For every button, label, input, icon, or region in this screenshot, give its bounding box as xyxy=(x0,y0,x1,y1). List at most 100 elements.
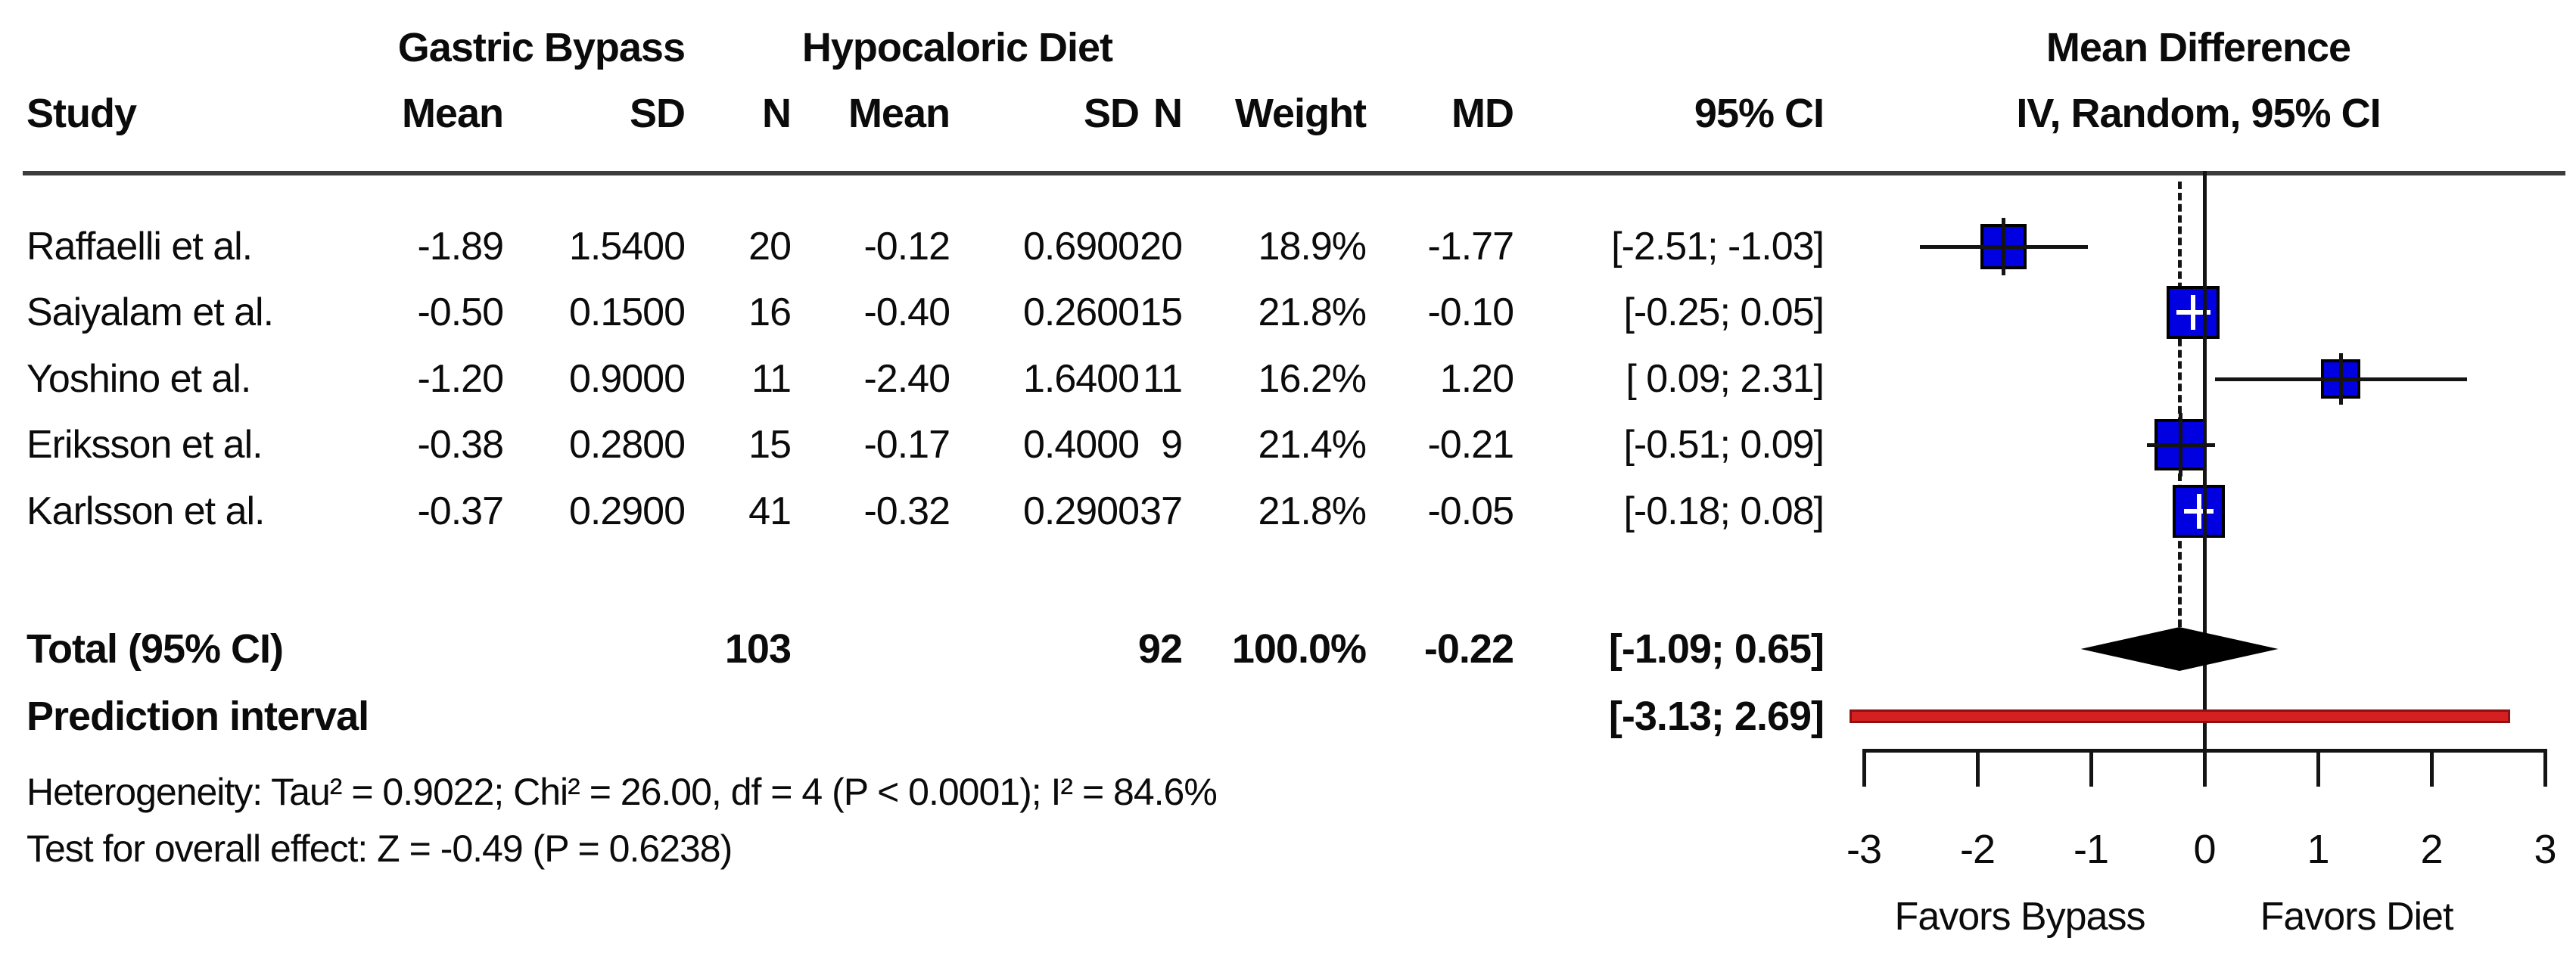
x-tick-label: 0 xyxy=(2193,827,2216,872)
pooled-diamond xyxy=(2080,627,2279,671)
x-tick-label: 2 xyxy=(2420,827,2443,872)
study-cell: -0.38 xyxy=(417,423,504,467)
x-axis-tick xyxy=(2316,749,2320,787)
study-cell: 41 xyxy=(748,489,792,533)
study-cell: -0.50 xyxy=(417,290,504,334)
favors-right-label: Favors Diet xyxy=(2260,895,2454,939)
study-cell: -0.05 xyxy=(1427,489,1514,533)
md-cross-v xyxy=(2191,295,2195,330)
study-cell: 0.1500 xyxy=(568,290,686,334)
column-header-2: N xyxy=(762,91,792,136)
study-name: Saiyalam et al. xyxy=(26,290,274,334)
study-cell: 15 xyxy=(1140,290,1183,334)
study-cell: -1.20 xyxy=(417,357,504,401)
x-axis-tick xyxy=(2543,749,2547,787)
total-label: Total (95% CI) xyxy=(26,626,284,672)
effect-title: Mean Difference xyxy=(2046,25,2351,70)
study-cell: [-0.18; 0.08] xyxy=(1623,489,1825,533)
study-cell: [ 0.09; 2.31] xyxy=(1626,357,1825,401)
study-cell: 0.9000 xyxy=(568,357,686,401)
study-cell: -1.77 xyxy=(1427,225,1514,269)
study-cell: 21.4% xyxy=(1258,423,1367,467)
study-cell: 21.8% xyxy=(1258,489,1367,533)
column-header-3: Mean xyxy=(848,91,950,136)
x-tick-label: 3 xyxy=(2534,827,2556,872)
total-weight: 100.0% xyxy=(1231,626,1367,672)
study-name: Raffaelli et al. xyxy=(26,225,253,269)
md-tick xyxy=(2338,353,2343,405)
favors-left-label: Favors Bypass xyxy=(1894,895,2146,939)
study-cell: 0.2900 xyxy=(1022,489,1140,533)
prediction-ci: [-3.13; 2.69] xyxy=(1608,694,1825,739)
group-header-diet: Hypocaloric Diet xyxy=(801,25,1113,70)
study-cell: 0.2900 xyxy=(568,489,686,533)
column-header-study: Study xyxy=(26,91,137,136)
x-axis-tick xyxy=(2429,749,2434,787)
x-tick-label: 1 xyxy=(2307,827,2329,872)
study-name: Yoshino et al. xyxy=(26,357,251,401)
x-axis-tick xyxy=(2202,749,2207,787)
x-axis-tick xyxy=(1862,749,1866,787)
heterogeneity-note: Heterogeneity: Tau² = 0.9022; Chi² = 26.… xyxy=(26,771,1218,813)
study-cell: 16 xyxy=(748,290,792,334)
study-cell: 1.6400 xyxy=(1022,357,1140,401)
study-cell: 37 xyxy=(1140,489,1183,533)
effect-subtitle: IV, Random, 95% CI xyxy=(2016,91,2381,136)
x-tick-label: -1 xyxy=(2073,827,2109,872)
column-header-7: MD xyxy=(1451,91,1514,136)
study-cell: 15 xyxy=(748,423,792,467)
study-cell: 16.2% xyxy=(1258,357,1367,401)
md-cross-v xyxy=(2196,494,2201,529)
study-cell: 20 xyxy=(1140,225,1183,269)
total-md: -0.22 xyxy=(1423,626,1514,672)
study-cell: 1.20 xyxy=(1439,357,1514,401)
prediction-interval-bar xyxy=(1849,709,2510,723)
study-cell: -1.89 xyxy=(417,225,504,269)
total-n1: 103 xyxy=(724,626,792,672)
study-cell: 0.6900 xyxy=(1022,225,1140,269)
study-cell: 0.4000 xyxy=(1022,423,1140,467)
x-axis-tick xyxy=(2089,749,2093,787)
study-cell: 9 xyxy=(1161,423,1183,467)
prediction-label: Prediction interval xyxy=(26,694,369,739)
study-cell: [-0.25; 0.05] xyxy=(1623,290,1825,334)
overall-effect-note: Test for overall effect: Z = -0.49 (P = … xyxy=(26,827,733,870)
study-cell: 11 xyxy=(1143,357,1183,401)
column-header-0: Mean xyxy=(401,91,504,136)
study-cell: 1.5400 xyxy=(568,225,686,269)
study-cell: -0.37 xyxy=(417,489,504,533)
column-header-8: 95% CI xyxy=(1694,91,1825,136)
x-tick-label: -2 xyxy=(1959,827,1996,872)
study-cell: -0.40 xyxy=(863,290,950,334)
zero-line xyxy=(2202,171,2207,787)
study-cell: -0.10 xyxy=(1427,290,1514,334)
study-cell: -0.32 xyxy=(863,489,950,533)
pooled-dashed-line xyxy=(2177,182,2182,627)
study-name: Karlsson et al. xyxy=(26,489,265,533)
header-rule xyxy=(23,171,2565,175)
study-cell: 20 xyxy=(748,225,792,269)
study-name: Eriksson et al. xyxy=(26,423,263,467)
study-cell: -2.40 xyxy=(863,357,950,401)
x-axis-tick xyxy=(1975,749,1980,787)
total-ci: [-1.09; 0.65] xyxy=(1608,626,1825,672)
study-cell: -0.17 xyxy=(863,423,950,467)
x-tick-label: -3 xyxy=(1846,827,1882,872)
column-header-4: SD xyxy=(1083,91,1140,136)
study-cell: 18.9% xyxy=(1258,225,1367,269)
study-cell: 21.8% xyxy=(1258,290,1367,334)
study-cell: [-2.51; -1.03] xyxy=(1611,225,1825,269)
study-cell: -0.12 xyxy=(863,225,950,269)
study-cell: 0.2600 xyxy=(1022,290,1140,334)
study-cell: 0.2800 xyxy=(568,423,686,467)
column-header-1: SD xyxy=(629,91,686,136)
total-n2: 92 xyxy=(1137,626,1183,672)
study-cell: 11 xyxy=(751,357,792,401)
study-cell: [-0.51; 0.09] xyxy=(1623,423,1825,467)
md-tick xyxy=(2002,217,2005,276)
md-tick xyxy=(2179,412,2182,477)
study-cell: -0.21 xyxy=(1427,423,1514,467)
group-header-bypass: Gastric Bypass xyxy=(397,25,686,70)
column-header-5: N xyxy=(1153,91,1183,136)
